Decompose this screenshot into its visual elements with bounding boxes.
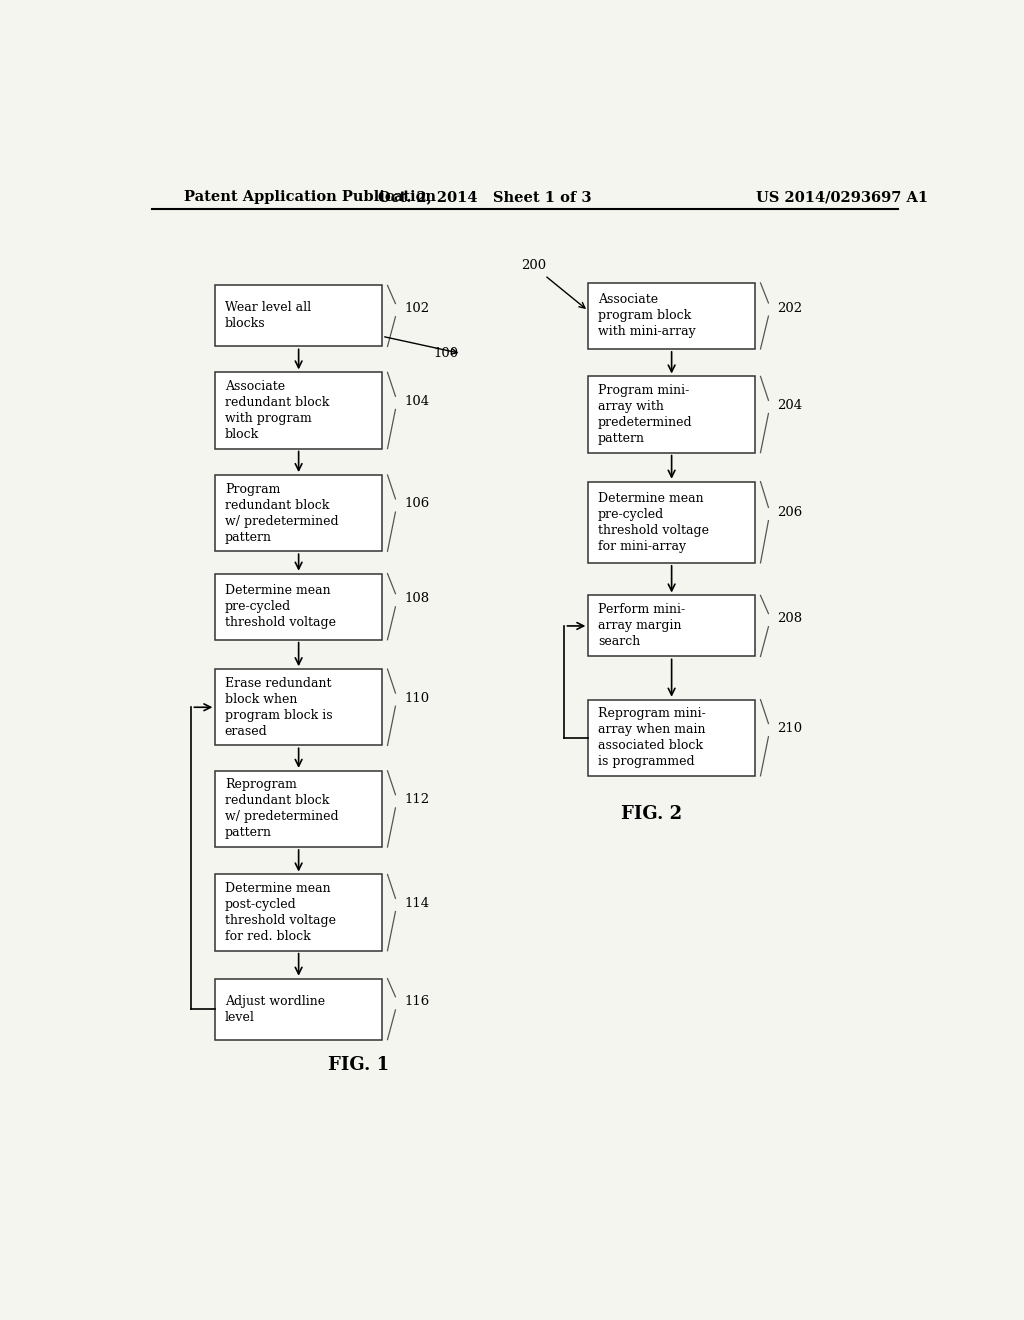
FancyBboxPatch shape (215, 285, 382, 346)
Text: FIG. 1: FIG. 1 (328, 1056, 389, 1074)
Text: Determine mean
pre-cycled
threshold voltage: Determine mean pre-cycled threshold volt… (225, 585, 336, 630)
Text: Patent Application Publication: Patent Application Publication (183, 190, 435, 205)
Text: Wear level all
blocks: Wear level all blocks (225, 301, 311, 330)
Text: Program mini-
array with
predetermined
pattern: Program mini- array with predetermined p… (598, 384, 692, 445)
Text: FIG. 2: FIG. 2 (622, 805, 682, 822)
Text: Determine mean
pre-cycled
threshold voltage
for mini-array: Determine mean pre-cycled threshold volt… (598, 492, 709, 553)
FancyBboxPatch shape (588, 482, 755, 562)
Text: Oct. 2, 2014   Sheet 1 of 3: Oct. 2, 2014 Sheet 1 of 3 (379, 190, 592, 205)
Text: 100: 100 (433, 347, 459, 360)
Text: 110: 110 (404, 692, 429, 705)
Text: Adjust wordline
level: Adjust wordline level (225, 995, 325, 1023)
Text: Associate
redundant block
with program
block: Associate redundant block with program b… (225, 380, 329, 441)
FancyBboxPatch shape (215, 372, 382, 449)
Text: Reprogram mini-
array when main
associated block
is programmed: Reprogram mini- array when main associat… (598, 708, 706, 768)
FancyBboxPatch shape (215, 475, 382, 552)
Text: US 2014/0293697 A1: US 2014/0293697 A1 (756, 190, 929, 205)
FancyBboxPatch shape (215, 874, 382, 950)
FancyBboxPatch shape (588, 700, 755, 776)
Text: Reprogram
redundant block
w/ predetermined
pattern: Reprogram redundant block w/ predetermin… (225, 779, 339, 840)
Text: 114: 114 (404, 896, 429, 909)
Text: Associate
program block
with mini-array: Associate program block with mini-array (598, 293, 695, 338)
FancyBboxPatch shape (215, 669, 382, 746)
Text: 104: 104 (404, 395, 429, 408)
Text: 202: 202 (777, 301, 802, 314)
Text: Program
redundant block
w/ predetermined
pattern: Program redundant block w/ predetermined… (225, 483, 339, 544)
Text: 210: 210 (777, 722, 802, 735)
Text: Erase redundant
block when
program block is
erased: Erase redundant block when program block… (225, 677, 333, 738)
FancyBboxPatch shape (588, 282, 755, 348)
Text: 208: 208 (777, 612, 802, 626)
FancyBboxPatch shape (588, 595, 755, 656)
FancyBboxPatch shape (588, 376, 755, 453)
Text: 106: 106 (404, 498, 429, 511)
Text: 206: 206 (777, 506, 803, 519)
Text: 200: 200 (521, 259, 546, 272)
Text: Perform mini-
array margin
search: Perform mini- array margin search (598, 603, 685, 648)
Text: 108: 108 (404, 593, 429, 605)
FancyBboxPatch shape (215, 771, 382, 847)
FancyBboxPatch shape (215, 574, 382, 640)
Text: Determine mean
post-cycled
threshold voltage
for red. block: Determine mean post-cycled threshold vol… (225, 882, 336, 942)
Text: 116: 116 (404, 995, 429, 1008)
Text: 102: 102 (404, 302, 429, 315)
Text: 112: 112 (404, 793, 429, 807)
FancyBboxPatch shape (215, 978, 382, 1040)
Text: 204: 204 (777, 399, 802, 412)
